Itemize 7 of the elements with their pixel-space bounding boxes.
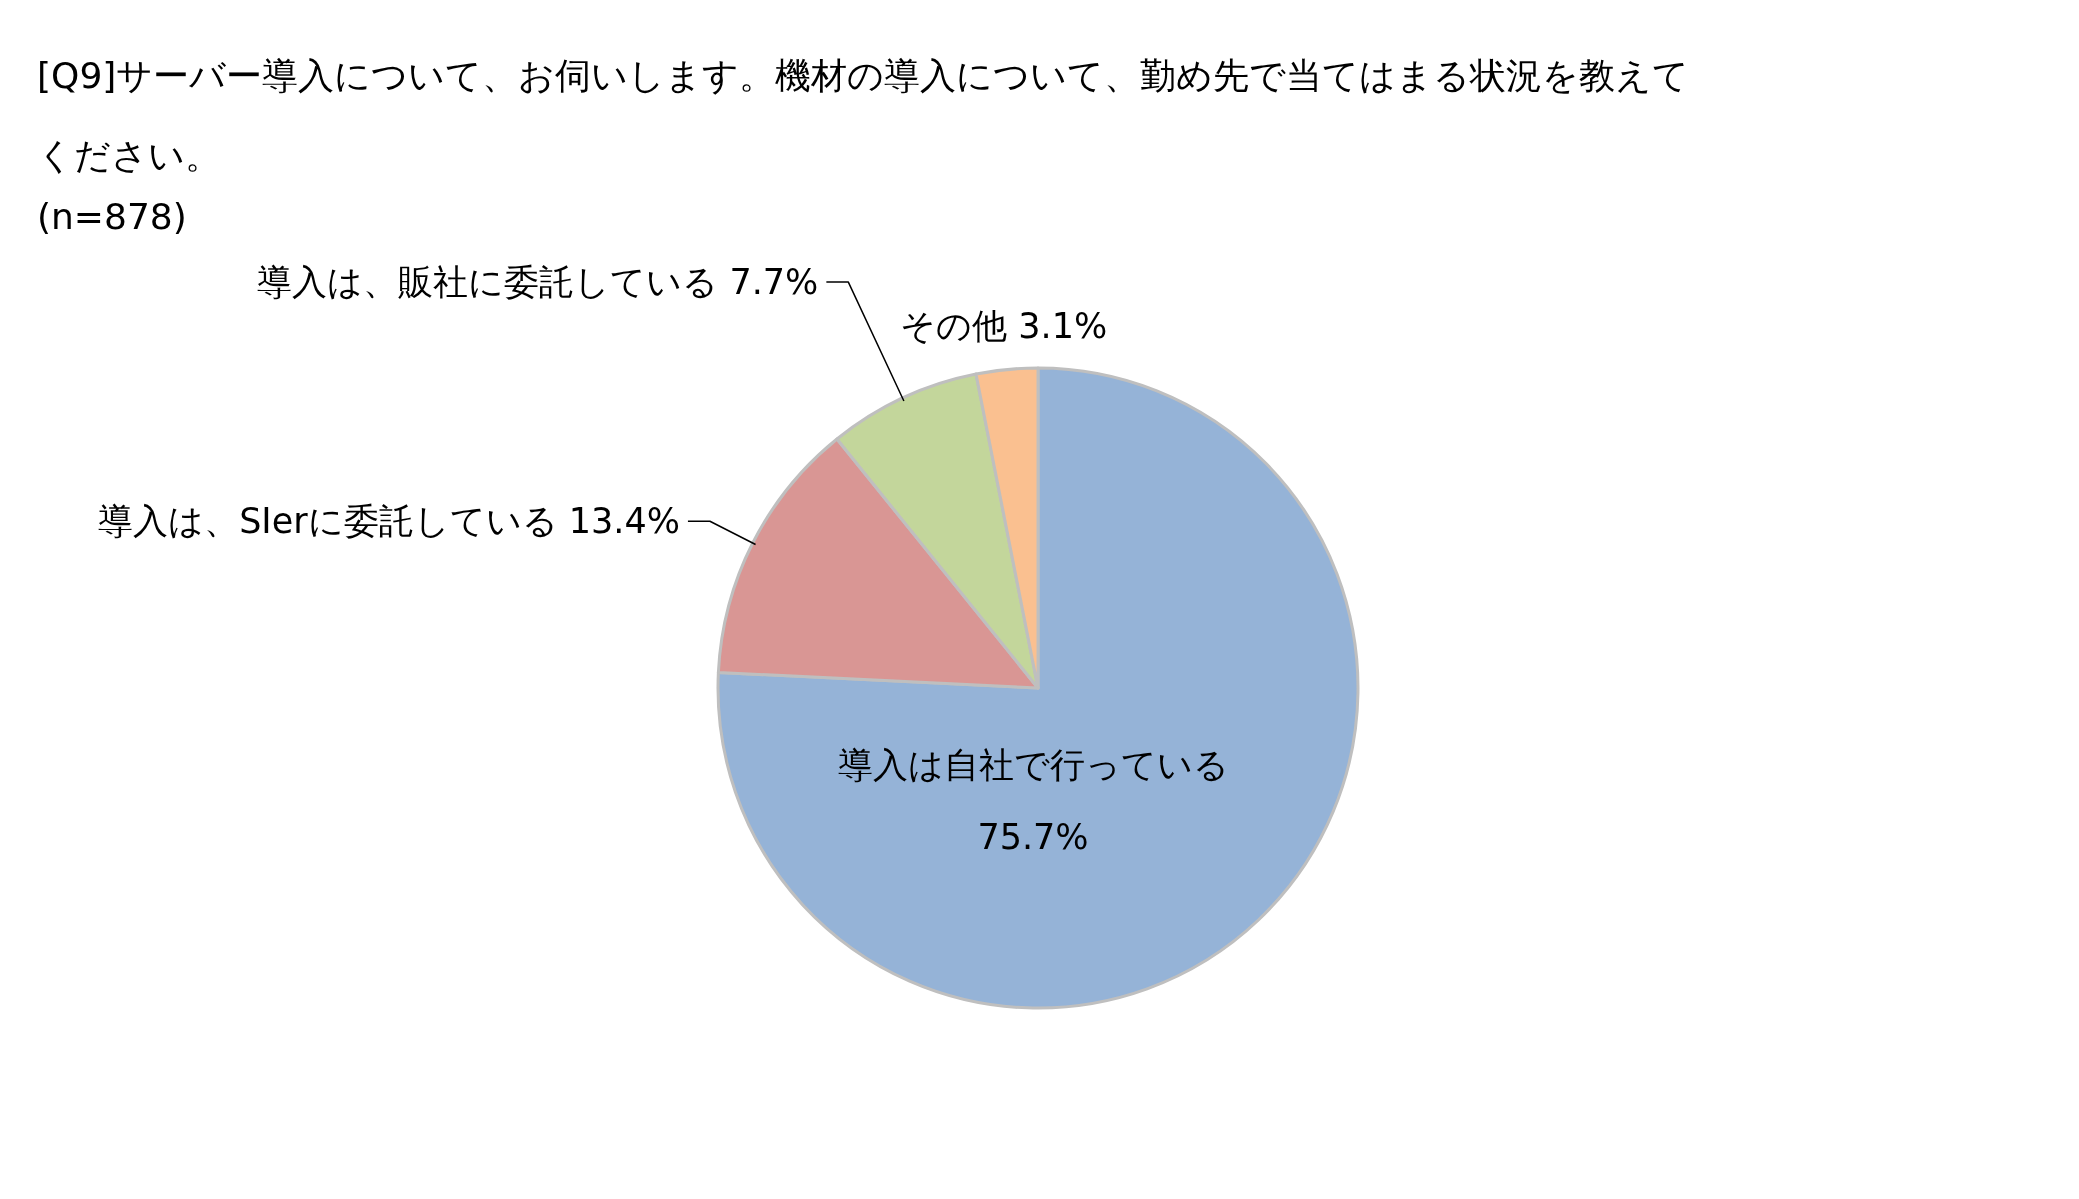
chart-subtitle: (n=878) — [37, 196, 187, 237]
slice-label: 導入は、SIerに委託している 13.4% — [98, 501, 680, 542]
slice-label: その他 3.1% — [900, 305, 1108, 346]
slice-label: 導入は自社で行っている — [837, 745, 1229, 785]
chart-title: [Q9]サーバー導入について、お伺いします。機材の導入について、勤め先で当てはまる状況を教えてください。 — [37, 54, 1691, 178]
data-label: 75.7% — [977, 817, 1089, 857]
slice-label: 導入は、販社に委託している 7.7% — [257, 262, 819, 303]
